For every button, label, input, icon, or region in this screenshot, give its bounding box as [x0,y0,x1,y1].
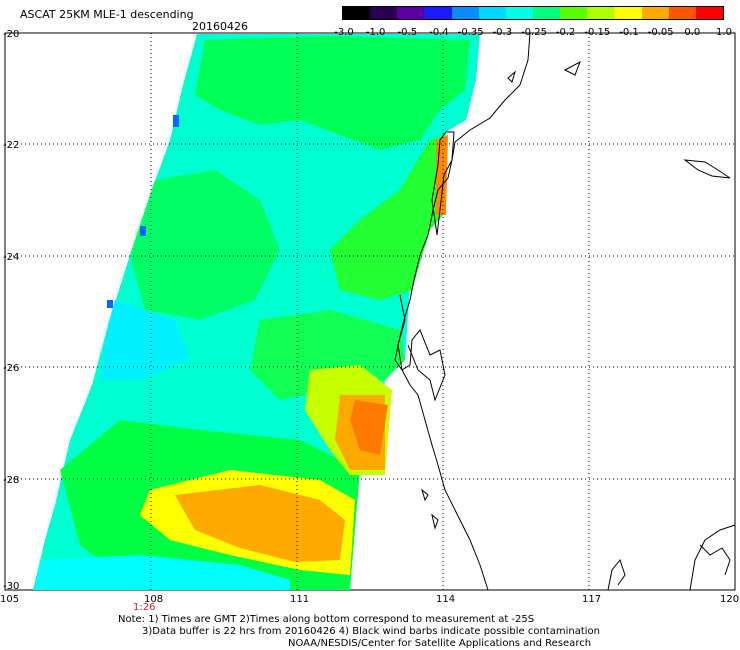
lon-tick-labels: 105 108 111 114 117 120 [0,594,739,605]
swath-blue-cell [173,115,179,127]
colorbar-label: -0.05 [647,27,674,38]
swath-green-west [130,170,280,320]
colorbar-segment [370,7,398,19]
colorbar-label: -0.25 [521,27,547,38]
coast-southeast [607,524,736,591]
colorbar-segment [532,7,561,19]
colorbar-segment [451,7,479,19]
lat-tick-label: -30 [3,581,19,592]
coastline-mainland [397,32,531,591]
colorbar-segment [668,7,696,19]
note-line-1: Note: 1) Times are GMT 2)Times along bot… [118,614,535,625]
island-small [421,488,429,502]
colorbar-label: 0.0 [684,27,701,38]
swath-cyan-south [35,555,290,590]
note-line-2: 3)Data buffer is 22 hrs from 20160426 4)… [142,626,600,637]
swath-cyan-west [100,300,190,380]
colorbar-label: 1.0 [716,27,732,38]
colorbar-segment [397,7,425,19]
island-east [683,159,731,179]
colorbar-segment [424,7,452,19]
colorbar-segment [505,7,533,19]
colorbar-segment [587,7,615,19]
coastline [394,32,736,591]
lon-tick-label: 114 [436,594,455,605]
swath-blue-cell [107,300,113,308]
colorbar-segment [641,7,669,19]
lon-tick-label: 105 [0,594,19,605]
colorbar-segment [695,7,723,19]
colorbar-label: -1.0 [365,27,386,38]
lon-tick-label: 108 [144,594,163,605]
swath-darkorange-coast [436,135,448,215]
colorbar-segment [343,7,371,19]
colorbar-label: -3.0 [334,27,354,38]
coastline-shark-bay [394,294,446,402]
lat-tick-labels: -20 -22 -24 -26 -28 -30 [3,29,19,592]
lat-tick-label: -24 [3,252,19,263]
swath-green-east [330,135,445,300]
island-ne [563,60,581,76]
product-date: 20160426 [192,20,248,33]
lon-tick-label: 120 [720,594,739,605]
lat-tick-label: -26 [3,363,19,374]
colorbar-segment [614,7,642,19]
graticule [5,33,735,590]
colorbar-label: -0.5 [397,27,418,38]
swath-orange-south [175,485,345,562]
island-small-2 [431,513,439,530]
colorbar-labels: -3.0 -1.0 -0.5 -0.4 -0.35 -0.3 -0.25 -0.2 -0.15-… [332,27,732,39]
colorbar [342,6,724,20]
colorbar-label: -0.4 [429,27,449,38]
product-title: ASCAT 25KM MLE-1 descending [20,8,194,21]
lat-tick-label: -22 [3,140,19,151]
colorbar-segment [478,7,506,19]
coastline-peninsula [431,131,455,236]
colorbar-segment [560,7,588,19]
time-label: 1:26 [133,602,155,613]
colorbar-label: -0.15 [584,27,611,38]
colorbar-label: -0.1 [619,27,639,38]
colorbar-label: -0.2 [555,27,576,38]
colorbar-label: -0.3 [492,27,513,38]
lat-tick-label: -20 [3,29,19,40]
note-line-3: NOAA/NESDIS/Center for Satellite Applica… [288,638,592,649]
lon-tick-label: 117 [582,594,601,605]
lat-tick-label: -28 [3,475,19,486]
colorbar-label: -0.35 [457,27,484,38]
lon-tick-label: 111 [290,594,309,605]
swath-blue-cell [140,226,146,236]
footer-notes: Note: 1) Times are GMT 2)Times along bot… [118,614,600,650]
swath-green-north [195,36,470,150]
swath-darkorange-east [350,400,388,455]
island-north [507,70,516,83]
scatterometer-swath [33,34,480,590]
